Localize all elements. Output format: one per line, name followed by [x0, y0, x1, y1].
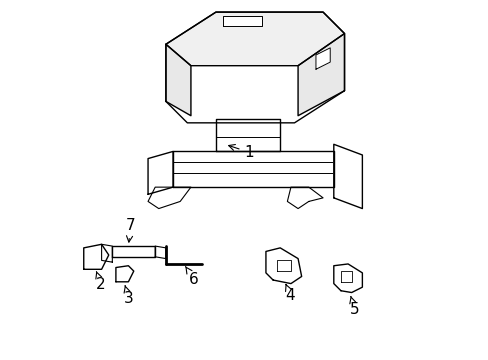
Text: 7: 7	[125, 218, 135, 242]
Polygon shape	[165, 44, 190, 116]
Polygon shape	[333, 144, 362, 208]
Polygon shape	[148, 187, 190, 208]
Polygon shape	[148, 152, 173, 194]
Polygon shape	[116, 266, 134, 282]
Text: 3: 3	[124, 286, 134, 306]
Polygon shape	[112, 246, 155, 257]
Polygon shape	[265, 248, 301, 284]
Polygon shape	[216, 119, 280, 152]
Polygon shape	[165, 12, 344, 123]
Polygon shape	[102, 244, 112, 262]
Polygon shape	[173, 152, 333, 187]
Polygon shape	[315, 48, 329, 69]
Polygon shape	[287, 187, 323, 208]
Polygon shape	[83, 244, 108, 269]
Polygon shape	[333, 264, 362, 293]
Polygon shape	[155, 246, 165, 258]
Text: 1: 1	[228, 144, 254, 160]
Polygon shape	[223, 16, 262, 26]
Polygon shape	[298, 33, 344, 116]
Text: 4: 4	[285, 284, 295, 303]
Text: 6: 6	[185, 266, 199, 287]
Text: 2: 2	[96, 271, 106, 292]
Text: 5: 5	[349, 296, 359, 317]
Polygon shape	[165, 12, 344, 66]
